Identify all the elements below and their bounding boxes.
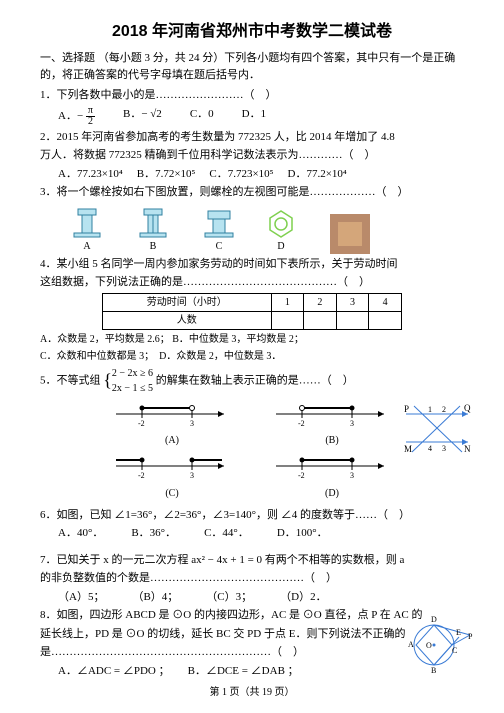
q2-B: B．7.72×10⁵ <box>137 166 196 183</box>
q5-nl-A: -23(A) <box>112 402 232 449</box>
svg-text:-2: -2 <box>138 471 145 480</box>
svg-text:3: 3 <box>190 471 194 480</box>
q1-D: D．1 <box>242 106 266 127</box>
svg-text:P: P <box>404 404 409 414</box>
q2-line2: 万人．将数据 772325 精确到千位用科学记数法表示为…………（ ） <box>40 147 464 164</box>
q8-A: A．∠ADC = ∠PDO ； <box>58 663 170 680</box>
q2-C: C．7.723×10⁵ <box>209 166 273 183</box>
q4-AB: A．众数是 2，平均数是 2.6； B．中位数是 3，平均数是 2； <box>40 332 464 347</box>
q7-line1: 7．已知关于 x 的一元二次方程 ax² − 4x + 1 = 0 有两个不相等… <box>40 552 464 569</box>
svg-text:C: C <box>452 646 457 655</box>
q3-stem: 3．将一个螺栓按如右下图放置，则螺栓的左视图可能是………………（ ） <box>40 184 464 201</box>
q6-A: A．40°． <box>58 525 103 542</box>
q1-B: B．− √2 <box>123 106 162 127</box>
q6-options: A．40°． B．36°． C．44°． D．100°． <box>58 525 464 542</box>
q1-A: A．− π2 <box>58 106 95 127</box>
q6-C: C．44°． <box>204 525 249 542</box>
q8-B: B．∠DCE = ∠DAB ； <box>188 663 299 680</box>
q7-options: （A）5； （B）4； （C）3； （D）2． <box>58 589 464 606</box>
svg-text:N: N <box>464 444 471 454</box>
q5-numlines-2: -23(C) -23(D) <box>40 454 464 501</box>
q2-options: A．77.23×10⁴ B．7.72×10⁵ C．7.723×10⁵ D．77.… <box>58 166 464 183</box>
q7-A: （A）5； <box>58 589 104 606</box>
q3-fig-C: C <box>200 207 238 254</box>
q1-options: A．− π2 B．− √2 C．0 D．1 <box>58 106 464 127</box>
q3-fig-B: B <box>134 207 172 254</box>
svg-text:3: 3 <box>350 419 354 428</box>
q4-CD: C．众数和中位数都是 3； D．众数是 2，中位数是 3． <box>40 349 464 364</box>
svg-text:O: O <box>426 641 432 650</box>
q8-figure: D E P C O A B <box>404 613 476 675</box>
q3-fig-A: A <box>68 207 106 254</box>
q5-nl-D: -23(D) <box>272 454 392 501</box>
svg-text:3: 3 <box>190 419 194 428</box>
q5-stem: 5．不等式组 {2 − 2x ≥ 62x − 1 ≤ 5 的解集在数轴上表示正确… <box>40 366 464 396</box>
q2-line1: 2．2015 年河南省参加高考的考生数量为 772325 人，比 2014 年增… <box>40 129 464 146</box>
q7-C: （C）3； <box>206 589 252 606</box>
q1-C: C．0 <box>190 106 214 127</box>
q3-photo <box>330 214 370 254</box>
q8-line2: 延长线上，PD 是 ⊙O 的切线，延长 BC 交 PD 于点 E．则下列说法不正… <box>40 626 464 643</box>
q1-stem: 1．下列各数中最小的是……………………（ ） <box>40 87 464 104</box>
exam-title: 2018 年河南省郑州市中考数学二模试卷 <box>40 20 464 44</box>
svg-text:1: 1 <box>428 405 432 414</box>
svg-text:-2: -2 <box>138 419 145 428</box>
q8-line3: 是……………………………………………………（ ） <box>40 644 464 661</box>
q3-fig-D: D <box>266 209 296 254</box>
svg-text:D: D <box>431 615 437 624</box>
q5-nl-C: -23(C) <box>112 454 232 501</box>
q6-figure: P Q M N 1 2 4 3 <box>402 402 472 457</box>
svg-text:M: M <box>404 444 412 454</box>
svg-text:B: B <box>431 666 436 675</box>
q7-D: （D）2． <box>280 589 326 606</box>
q4-line1: 4．某小组 5 名同学一周内参加家务劳动的时间如下表所示，关于劳动时间 <box>40 256 464 273</box>
svg-text:3: 3 <box>442 444 446 453</box>
q5-nl-B: -23(B) <box>272 402 392 449</box>
q7-B: （B）4； <box>132 589 178 606</box>
page-footer: 第 1 页（共 19 页） <box>40 685 464 700</box>
svg-text:2: 2 <box>442 405 446 414</box>
svg-text:4: 4 <box>428 444 432 453</box>
q6-D: D．100°． <box>277 525 328 542</box>
svg-text:-2: -2 <box>298 471 305 480</box>
svg-text:E: E <box>456 628 461 637</box>
svg-text:3: 3 <box>350 471 354 480</box>
q3-figures: A B C D <box>68 207 464 254</box>
q6-B: B．36°． <box>131 525 176 542</box>
section-heading: 一、选择题 （每小题 3 分，共 24 分）下列各小题均有四个答案，其中只有一个… <box>40 50 464 83</box>
svg-text:-2: -2 <box>298 419 305 428</box>
q2-D: D．77.2×10⁴ <box>288 166 347 183</box>
svg-text:P: P <box>468 632 473 641</box>
svg-text:A: A <box>408 640 414 649</box>
q8-line1: 8．如图，四边形 ABCD 是 ⊙O 的内接四边形，AC 是 ⊙O 直径，点 P… <box>40 607 464 624</box>
q4-table: 劳动时间（小时）1234 人数 <box>102 293 402 330</box>
q4-line2: 这组数据，下列说法正确的是……………………………………（ ） <box>40 274 464 291</box>
q6-stem: 6．如图，已知 ∠1=36°，∠2=36°，∠3=140°，则 ∠4 的度数等于… <box>40 507 464 524</box>
svg-text:Q: Q <box>464 403 471 413</box>
q5-numlines-1: -23(A) -23(B) <box>40 402 464 449</box>
q2-A: A．77.23×10⁴ <box>58 166 123 183</box>
q7-line2: 的非负整数值的个数是……………………………………（ ） <box>40 570 464 587</box>
